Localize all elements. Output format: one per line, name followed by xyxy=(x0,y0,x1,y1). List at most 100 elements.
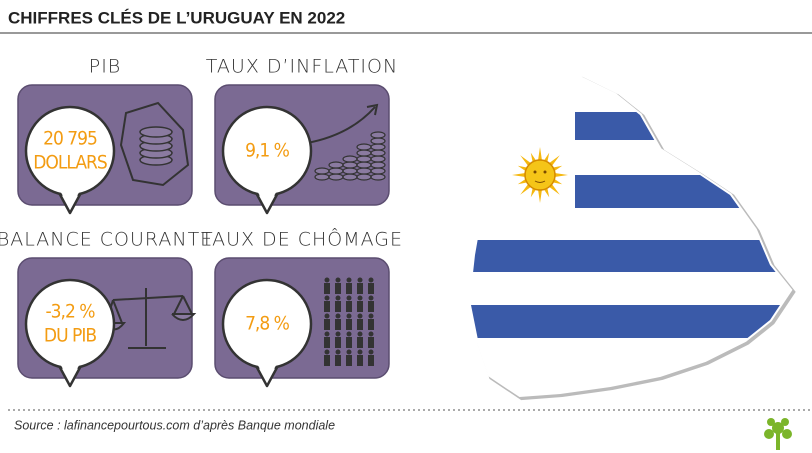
sun xyxy=(512,147,568,203)
icon-person xyxy=(357,301,363,312)
icon-coin xyxy=(370,161,386,169)
icon-person xyxy=(335,355,341,366)
icon-person xyxy=(324,277,330,283)
icon-person xyxy=(357,319,363,330)
icon-coin xyxy=(356,143,372,151)
card-value: 7,8 % xyxy=(245,313,290,335)
icon-person xyxy=(346,349,352,355)
card-value: DOLLARS xyxy=(33,152,107,174)
uruguay-map xyxy=(468,76,812,397)
icon-coin xyxy=(342,155,358,163)
sun-ray xyxy=(537,147,543,162)
card-value: 9,1 % xyxy=(245,140,290,162)
icon-coin xyxy=(370,143,386,151)
icon-person xyxy=(324,295,330,301)
sun-ray xyxy=(520,183,532,195)
icon-person xyxy=(335,283,341,294)
logo-tree xyxy=(764,418,792,450)
icon-person xyxy=(335,295,341,301)
icon-person xyxy=(324,283,330,294)
card-label: TAUX D’INFLATION xyxy=(206,56,398,78)
icon-person xyxy=(368,313,374,319)
icon-person xyxy=(368,295,374,301)
icon-coin xyxy=(342,161,358,169)
source: Source : lafinancepourtous.com d’après B… xyxy=(14,418,335,432)
icon-coin xyxy=(356,173,372,181)
icon-person xyxy=(324,313,330,319)
icon-coin xyxy=(370,173,386,181)
icon-person xyxy=(346,355,352,366)
icon-coin xyxy=(342,173,358,181)
icon-person xyxy=(346,295,352,301)
bubble-tail-fill xyxy=(59,189,81,208)
icon-person xyxy=(368,283,374,294)
icon-person xyxy=(357,337,363,348)
icon-person xyxy=(357,283,363,294)
icon-person xyxy=(346,337,352,348)
title: CHIFFRES CLÉS DE L’URUGUAY EN 2022 xyxy=(8,8,345,27)
icon-person xyxy=(357,349,363,355)
icon-coin xyxy=(314,167,330,175)
icon-person xyxy=(324,331,330,337)
icon-person xyxy=(346,331,352,337)
icon-person xyxy=(368,301,374,312)
icon-person xyxy=(324,319,330,330)
icon-coin xyxy=(370,131,386,139)
bubble-tail-fill xyxy=(59,362,81,381)
icon-person xyxy=(368,355,374,366)
card-label: TAUX DE CHÔMAGE xyxy=(201,227,403,251)
sun-ray xyxy=(548,183,560,195)
icon-person xyxy=(324,349,330,355)
icon-coin xyxy=(356,149,372,157)
icon-coin xyxy=(139,126,173,138)
icon-person xyxy=(346,277,352,283)
icon-person xyxy=(324,337,330,348)
icon-person xyxy=(368,349,374,355)
icon-coin xyxy=(370,167,386,175)
icon-coin xyxy=(356,161,372,169)
sun-ray xyxy=(512,172,527,178)
icon-person xyxy=(335,337,341,348)
icon-coin xyxy=(328,167,344,175)
icon-person xyxy=(368,277,374,283)
icon-person xyxy=(368,331,374,337)
icon-person xyxy=(357,313,363,319)
icon-person xyxy=(335,331,341,337)
sun-ray xyxy=(553,172,568,178)
icon-coin xyxy=(370,137,386,145)
card-value: DU PIB xyxy=(44,325,96,347)
icon-person xyxy=(346,283,352,294)
sun-ray xyxy=(548,155,560,167)
icon-person xyxy=(335,349,341,355)
icon-person xyxy=(335,319,341,330)
card-value: -3,2 % xyxy=(45,301,95,323)
icon-coin xyxy=(356,155,372,163)
icon-person xyxy=(357,331,363,337)
icon-person xyxy=(346,319,352,330)
sun-ray xyxy=(520,155,532,167)
icon-person xyxy=(335,313,341,319)
icon-coin xyxy=(328,161,344,169)
icon-map xyxy=(119,101,190,187)
icon-coin xyxy=(370,149,386,157)
icon-person xyxy=(357,277,363,283)
icon-person xyxy=(357,355,363,366)
icon-person xyxy=(357,295,363,301)
icon-coin xyxy=(314,173,330,181)
icon-coin xyxy=(356,167,372,175)
card-label: BALANCE COURANTE xyxy=(0,229,213,251)
card-label: PIB xyxy=(89,56,122,78)
bubble-tail-fill xyxy=(256,362,278,381)
icon-person xyxy=(335,277,341,283)
icon-coin xyxy=(370,155,386,163)
icon-coin xyxy=(342,167,358,175)
icon-person xyxy=(346,313,352,319)
icon-person xyxy=(335,301,341,312)
bubble-tail-fill xyxy=(256,189,278,208)
icon-person xyxy=(324,301,330,312)
icon-arrow xyxy=(306,103,379,144)
sun-ray xyxy=(537,188,543,203)
icon-person xyxy=(368,337,374,348)
